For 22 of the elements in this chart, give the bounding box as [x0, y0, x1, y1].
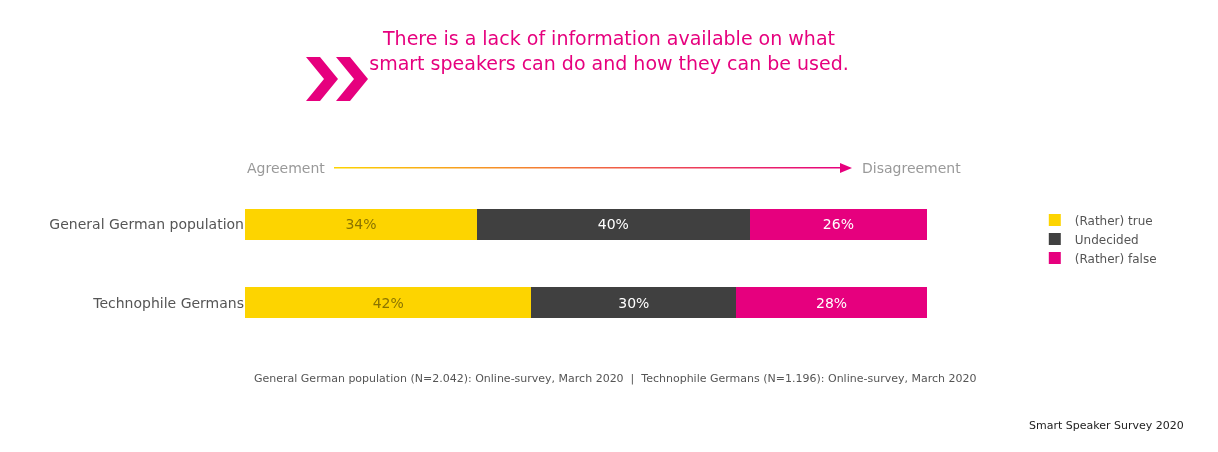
text: Disagreement	[862, 160, 962, 176]
text: Agreement	[247, 160, 326, 176]
data-label: 42%	[372, 294, 404, 311]
data-label: 40%	[597, 216, 629, 233]
y-tick-label: General German population	[49, 216, 244, 233]
bar	[476, 208, 750, 240]
bar	[245, 287, 532, 319]
bar	[736, 287, 928, 319]
bar	[245, 208, 477, 240]
data-label: 34%	[345, 216, 377, 233]
text: Smart Speaker Survey 2020	[1029, 419, 1184, 432]
data-label: 28%	[816, 294, 848, 311]
bar	[531, 287, 737, 319]
chart-title: There is a lack of information available on what smart speakers can do and how they can be used.	[369, 27, 849, 74]
y-tick-label: Technophile Germans	[92, 294, 244, 311]
legend-label: (Rather) false	[1074, 251, 1157, 266]
legend-label: Undecided	[1074, 232, 1139, 247]
data-label: 26%	[822, 216, 854, 233]
data-label: 30%	[618, 294, 650, 311]
bar	[749, 208, 928, 240]
text: General German population (N=2.042): Online-survey, March 2020 | Technophile Germans (N=1.196): Online-survey, March 2020	[254, 372, 977, 385]
legend-label: (Rather) true	[1074, 213, 1153, 228]
